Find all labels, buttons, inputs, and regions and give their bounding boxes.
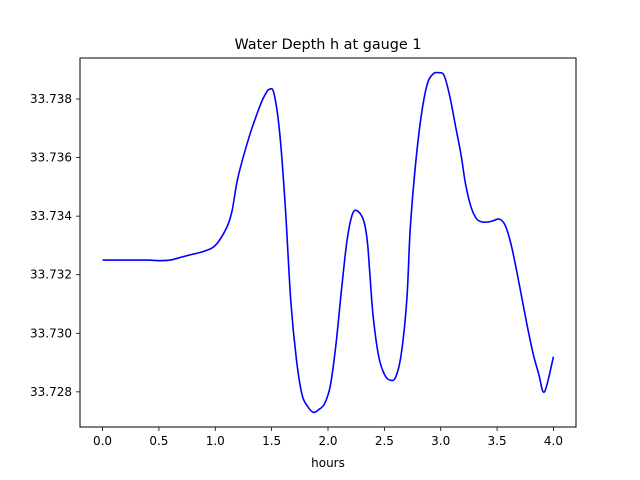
x-tick-label: 3.0	[431, 434, 450, 448]
y-tick-label: 33.738	[30, 92, 72, 106]
x-tick-label: 0.5	[149, 434, 168, 448]
x-tick-label: 0.0	[93, 434, 112, 448]
chart-title: Water Depth h at gauge 1	[234, 37, 421, 53]
x-tick-label: 2.0	[318, 434, 337, 448]
y-tick-label: 33.736	[30, 151, 72, 165]
y-tick-label: 33.734	[30, 209, 72, 223]
x-tick-label: 1.5	[262, 434, 281, 448]
y-tick-label: 33.730	[30, 326, 72, 340]
x-tick-label: 4.0	[544, 434, 563, 448]
series-line	[102, 71, 555, 414]
x-tick-label: 2.5	[375, 434, 394, 448]
x-axis-label: hours	[311, 456, 345, 470]
y-axis: 33.728 33.730 33.732 33.734 33.736 33.738	[30, 92, 80, 399]
x-tick-label: 1.0	[206, 434, 225, 448]
x-tick-label: 3.5	[488, 434, 507, 448]
plot-area	[102, 71, 555, 414]
x-axis: 0.0 0.5 1.0 1.5 2.0 2.5 3.0 3.5 4.0	[93, 427, 563, 448]
y-tick-label: 33.732	[30, 268, 72, 282]
y-tick-label: 33.728	[30, 385, 72, 399]
